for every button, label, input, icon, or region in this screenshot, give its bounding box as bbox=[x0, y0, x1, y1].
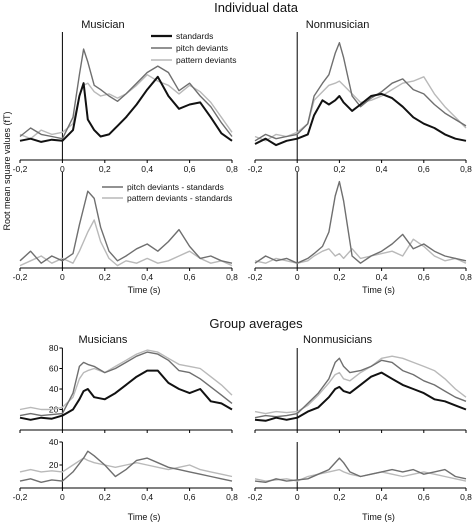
x-axis-label: Time (s) bbox=[128, 285, 161, 295]
series-line-pitch-deviants bbox=[19, 48, 233, 140]
panel-title: Nonmusician bbox=[306, 19, 370, 31]
panel-title: Musicians bbox=[78, 334, 127, 346]
series-line-pattern-deviants-standards bbox=[19, 219, 233, 267]
x-tick-label: 0,4 bbox=[141, 272, 153, 282]
x-tick-label: 0,6 bbox=[418, 272, 430, 282]
panel-title: Nonmusicians bbox=[303, 334, 373, 346]
x-tick-label: -0,2 bbox=[13, 164, 28, 174]
legend-label-pattern-minus-standards: pattern deviants - standards bbox=[127, 193, 232, 203]
panel-0: Musician -0,2 0 0,2 0,4 0,6 0,8 bbox=[13, 19, 239, 174]
section-title-group: Group averages bbox=[209, 316, 303, 331]
series-line-pattern-deviants bbox=[254, 76, 467, 142]
section-title-individual: Individual data bbox=[214, 0, 299, 15]
series-line-pitch-deviants-standards bbox=[19, 190, 233, 264]
x-tick-label: 0,2 bbox=[99, 164, 111, 174]
x-tick-label: 0,4 bbox=[141, 164, 153, 174]
series-line-pitch-deviants-standards bbox=[254, 457, 467, 483]
x-tick-label: -0,2 bbox=[248, 164, 263, 174]
y-tick-label: 80 bbox=[49, 343, 59, 353]
series-line-pattern-deviants bbox=[19, 349, 233, 411]
panel-7: -0,2 0 0,2 0,4 0,6 0,8 Time (s) bbox=[248, 442, 472, 522]
series-line-pitch-deviants bbox=[254, 357, 467, 419]
series-line-pitch-deviants bbox=[19, 351, 233, 417]
x-tick-label: 0,2 bbox=[333, 492, 345, 502]
x-tick-label: -0,2 bbox=[13, 492, 28, 502]
series-line-pitch-deviants-standards bbox=[19, 450, 233, 483]
x-tick-label: 0,2 bbox=[99, 492, 111, 502]
y-axis-label: Root mean square values (fT) bbox=[2, 111, 12, 230]
x-tick-label: 0,6 bbox=[184, 272, 196, 282]
x-tick-label: 0,4 bbox=[376, 492, 388, 502]
panel-title: Musician bbox=[81, 19, 124, 31]
series-line-pattern-deviants-standards bbox=[19, 457, 233, 478]
legend-label-pattern-deviants: pattern deviants bbox=[176, 55, 236, 65]
legend-label-pitch-deviants: pitch deviants bbox=[176, 43, 228, 53]
x-tick-label: -0,2 bbox=[13, 272, 28, 282]
x-tick-label: 0,8 bbox=[460, 164, 472, 174]
series-line-pattern-deviants bbox=[19, 73, 233, 140]
x-tick-label: 0 bbox=[295, 492, 300, 502]
series-line-standards bbox=[254, 92, 467, 147]
panel-5: Nonmusicians bbox=[254, 334, 467, 433]
series-line-standards bbox=[254, 371, 467, 422]
x-tick-label: 0,2 bbox=[99, 272, 111, 282]
panel-2: -0,2 0 0,2 0,4 0,6 0,8 Time (s) bbox=[13, 172, 238, 295]
x-tick-label: -0,2 bbox=[248, 272, 263, 282]
x-tick-label: 0,8 bbox=[460, 492, 472, 502]
x-tick-label: 0 bbox=[295, 164, 300, 174]
x-tick-label: -0,2 bbox=[248, 492, 263, 502]
x-tick-label: 0 bbox=[60, 492, 65, 502]
x-tick-label: 0,6 bbox=[184, 492, 196, 502]
y-tick-label: 20 bbox=[49, 460, 59, 470]
x-tick-label: 0,6 bbox=[418, 164, 430, 174]
x-tick-label: 0 bbox=[60, 272, 65, 282]
legend-difference: pitch deviants - standards pattern devia… bbox=[102, 182, 232, 203]
chart-panels: Musician -0,2 0 0,2 0,4 0,6 0,8 Nonmusician -0,2… bbox=[13, 19, 473, 522]
x-tick-label: 0 bbox=[295, 272, 300, 282]
x-tick-label: 0,8 bbox=[460, 272, 472, 282]
y-tick-label: 40 bbox=[49, 437, 59, 447]
panel-6: 20 40 -0,2 0 0,2 0,4 0,6 0,8 Time (s) bbox=[13, 437, 239, 522]
x-tick-label: 0,4 bbox=[376, 164, 388, 174]
legend-top: standards pitch deviants pattern deviant… bbox=[151, 31, 236, 65]
legend-label-pitch-minus-standards: pitch deviants - standards bbox=[127, 182, 224, 192]
x-axis-label: Time (s) bbox=[362, 512, 395, 522]
series-line-pattern-deviants bbox=[254, 355, 467, 415]
x-tick-label: 0 bbox=[60, 164, 65, 174]
series-line-pitch-deviants bbox=[254, 42, 467, 142]
series-line-standards bbox=[19, 369, 233, 421]
x-tick-label: 0,8 bbox=[226, 164, 238, 174]
panel-3: -0,2 0 0,2 0,4 0,6 0,8 Time (s) bbox=[248, 172, 472, 295]
x-tick-label: 0,4 bbox=[141, 492, 153, 502]
x-tick-label: 0,6 bbox=[184, 164, 196, 174]
series-line-standards bbox=[19, 75, 233, 143]
x-axis-label: Time (s) bbox=[362, 285, 395, 295]
x-tick-label: 0,4 bbox=[376, 272, 388, 282]
y-tick-label: 40 bbox=[49, 384, 59, 394]
x-tick-label: 0,2 bbox=[333, 164, 345, 174]
x-tick-label: 0,8 bbox=[226, 272, 238, 282]
x-tick-label: 0,8 bbox=[226, 492, 238, 502]
x-axis-label: Time (s) bbox=[128, 512, 161, 522]
x-tick-label: 0,2 bbox=[333, 272, 345, 282]
legend-label-standards: standards bbox=[176, 31, 213, 41]
y-tick-label: 60 bbox=[49, 364, 59, 374]
series-line-pitch-deviants-standards bbox=[254, 180, 467, 264]
x-tick-label: 0,6 bbox=[418, 492, 430, 502]
panel-1: Nonmusician -0,2 0 0,2 0,4 0,6 0,8 bbox=[248, 19, 473, 174]
